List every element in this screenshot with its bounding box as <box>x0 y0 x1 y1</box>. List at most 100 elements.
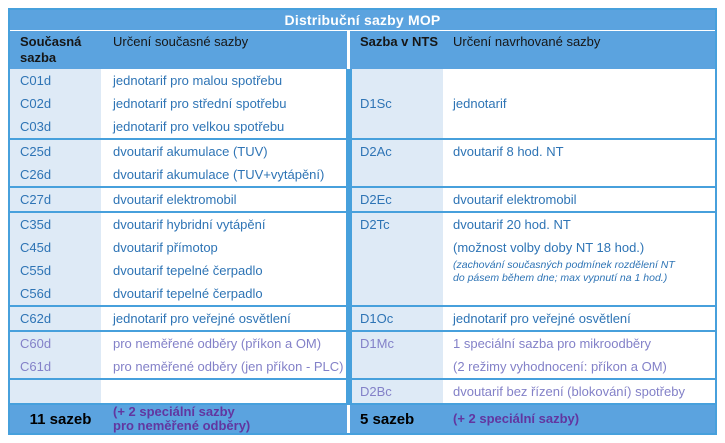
table-row-group: C62d jednotarif pro veřejné osvětlení D1Oc… <box>10 305 715 330</box>
table-row-group: C27d dvoutarif elektromobil D2Ec dvoutarif … <box>10 186 715 211</box>
column-divider <box>346 69 352 138</box>
nts-rate-desc-cell: dvoutarif 20 hod. NT (možnost volby doby … <box>443 213 715 305</box>
current-rate-code-cell: C60d C61d <box>10 332 101 378</box>
current-rate-code-cell: C01d C02d C03d <box>10 69 101 138</box>
rate-text: jednotarif <box>453 96 507 111</box>
nts-rate-code-cell: D2Ec <box>352 188 443 211</box>
current-rate-desc-cell: dvoutarif akumulace (TUV) dvoutarif akumu… <box>101 140 346 186</box>
current-rate-desc-cell: dvoutarif elektromobil <box>101 188 346 211</box>
table-row-group: C60d C61d pro neměřené odběry (příkon a OM… <box>10 330 715 378</box>
column-divider <box>346 307 352 330</box>
rate-text: pro neměřené odběry (jen příkon - PLC) <box>113 359 344 374</box>
current-rate-desc-cell: pro neměřené odběry (příkon a OM) pro nem… <box>101 332 346 378</box>
current-rates-note-line: (+ 2 speciální sazby <box>113 404 235 419</box>
rate-text: C03d <box>20 119 52 134</box>
nts-rate-code-cell: D2Bc <box>352 380 443 403</box>
nts-rate-code-cell: D1Mc <box>352 332 443 378</box>
table-header-row: Současná sazba Určení současné sazby Saz… <box>10 31 715 69</box>
nts-rate-desc-cell: dvoutarif bez řízení (blokování) spotřeb… <box>443 380 715 403</box>
rate-text: dvoutarif akumulace (TUV+vytápění) <box>113 167 325 182</box>
rate-text: C26d <box>20 167 52 182</box>
nts-rate-code-cell: D1Sc <box>352 69 443 138</box>
nts-rate-desc-cell: dvoutarif 8 hod. NT <box>443 140 715 186</box>
current-rate-code-cell: C27d <box>10 188 101 211</box>
nts-rates-note: (+ 2 speciální sazby) <box>453 411 580 426</box>
table-title: Distribuční sazby MOP <box>10 10 715 31</box>
rate-text: C27d <box>20 192 52 207</box>
rate-text: C35d <box>20 217 52 232</box>
rate-text: C01d <box>20 73 52 88</box>
column-divider <box>346 380 352 403</box>
rate-text: jednotarif pro velkou spotřebu <box>113 119 285 134</box>
rate-text: dvoutarif elektromobil <box>113 192 237 207</box>
rate-text: D2Ac <box>360 144 392 159</box>
nts-rate-desc-cell: 1 speciální sazba pro mikroodběry (2 reži… <box>443 332 715 378</box>
rate-text: C56d <box>20 286 52 301</box>
current-rate-desc-cell: dvoutarif hybridní vytápění dvoutarif pří… <box>101 213 346 305</box>
current-rate-desc-cell: jednotarif pro malou spotřebu jednotarif … <box>101 69 346 138</box>
rate-text: C02d <box>20 96 52 111</box>
rate-text: jednotarif pro veřejné osvětlení <box>113 311 291 326</box>
current-rate-desc-cell <box>101 380 346 403</box>
rate-text: C25d <box>20 144 52 159</box>
header-current-rate: Současná sazba <box>20 34 82 65</box>
header-proposed-rate-desc: Určení navrhované sazby <box>453 34 601 49</box>
rate-text: jednotarif pro střední spotřebu <box>113 96 287 111</box>
rate-text: 1 speciální sazba pro mikroodběry <box>453 336 651 351</box>
current-rates-count: 11 sazeb <box>29 410 92 428</box>
rate-text: dvoutarif tepelné čerpadlo <box>113 286 263 301</box>
rate-text: C45d <box>20 240 52 255</box>
rate-text: dvoutarif bez řízení (blokování) spotřeb… <box>453 384 685 399</box>
table-row-group: C35d C45d C55d C56d dvoutarif hybridní vytáp… <box>10 211 715 305</box>
current-rate-code-cell <box>10 380 101 403</box>
rate-text: D1Mc <box>360 336 394 351</box>
current-rate-code-cell: C35d C45d C55d C56d <box>10 213 101 305</box>
header-nts-rate: Sazba v NTS <box>360 34 439 49</box>
rate-text: D2Ec <box>360 192 392 207</box>
current-rate-desc-cell: jednotarif pro veřejné osvětlení <box>101 307 346 330</box>
nts-rate-desc-cell: dvoutarif elektromobil <box>443 188 715 211</box>
header-current-rate-desc: Určení současné sazby <box>113 34 249 49</box>
column-divider <box>346 188 352 211</box>
rate-text: jednotarif pro veřejné osvětlení <box>453 311 631 326</box>
table-footer-row: 11 sazeb (+ 2 speciální sazby pro neměře… <box>10 403 715 433</box>
footer-column-divider <box>346 405 352 433</box>
table-row-group: C25d C26d dvoutarif akumulace (TUV) dvoutar… <box>10 138 715 186</box>
current-rates-note: (+ 2 speciální sazby pro neměřené odběry… <box>101 405 346 433</box>
rate-text: D1Sc <box>360 96 392 111</box>
rate-text: C55d <box>20 263 52 278</box>
distribution-rates-table: Distribuční sazby MOP Současná sazba Urč… <box>8 8 717 435</box>
rate-text: do pásem během dne; max vypnutí na 1 hod… <box>453 272 668 284</box>
rate-text: C61d <box>20 359 52 374</box>
nts-rates-count: 5 sazeb <box>360 410 415 428</box>
column-divider <box>346 213 352 305</box>
table-row-group: D2Bc dvoutarif bez řízení (blokování) spo… <box>10 378 715 403</box>
rate-text: D2Tc <box>360 217 390 232</box>
rate-text: C62d <box>20 311 52 326</box>
rate-text: dvoutarif 20 hod. NT <box>453 217 571 232</box>
rate-text: dvoutarif akumulace (TUV) <box>113 144 268 159</box>
rate-text: dvoutarif elektromobil <box>453 192 577 207</box>
column-divider <box>346 332 352 378</box>
rate-text: (zachování současných podmínek rozdělení… <box>453 259 675 271</box>
rate-text: D1Oc <box>360 311 394 326</box>
nts-rate-code-cell: D1Oc <box>352 307 443 330</box>
current-rates-note-line: pro neměřené odběry) <box>113 418 251 433</box>
rate-text: dvoutarif tepelné čerpadlo <box>113 263 263 278</box>
rate-text: C60d <box>20 336 52 351</box>
current-rate-code-cell: C25d C26d <box>10 140 101 186</box>
rate-text: jednotarif pro malou spotřebu <box>113 73 283 88</box>
rate-text: pro neměřené odběry (příkon a OM) <box>113 336 322 351</box>
nts-rate-code-cell: D2Tc <box>352 213 443 305</box>
table-body: C01d C02d C03d jednotarif pro malou spotřeb… <box>10 69 715 403</box>
current-rate-code-cell: C62d <box>10 307 101 330</box>
header-column-divider <box>346 31 352 69</box>
rate-text: D2Bc <box>360 384 392 399</box>
nts-rate-desc-cell: jednotarif <box>443 69 715 138</box>
nts-rate-desc-cell: jednotarif pro veřejné osvětlení <box>443 307 715 330</box>
rate-text: dvoutarif 8 hod. NT <box>453 144 564 159</box>
rate-text: (možnost volby doby NT 18 hod.) <box>453 240 645 255</box>
column-divider <box>346 140 352 186</box>
rate-text: (2 režimy vyhodnocení: příkon a OM) <box>453 359 667 374</box>
rate-text: dvoutarif přímotop <box>113 240 218 255</box>
